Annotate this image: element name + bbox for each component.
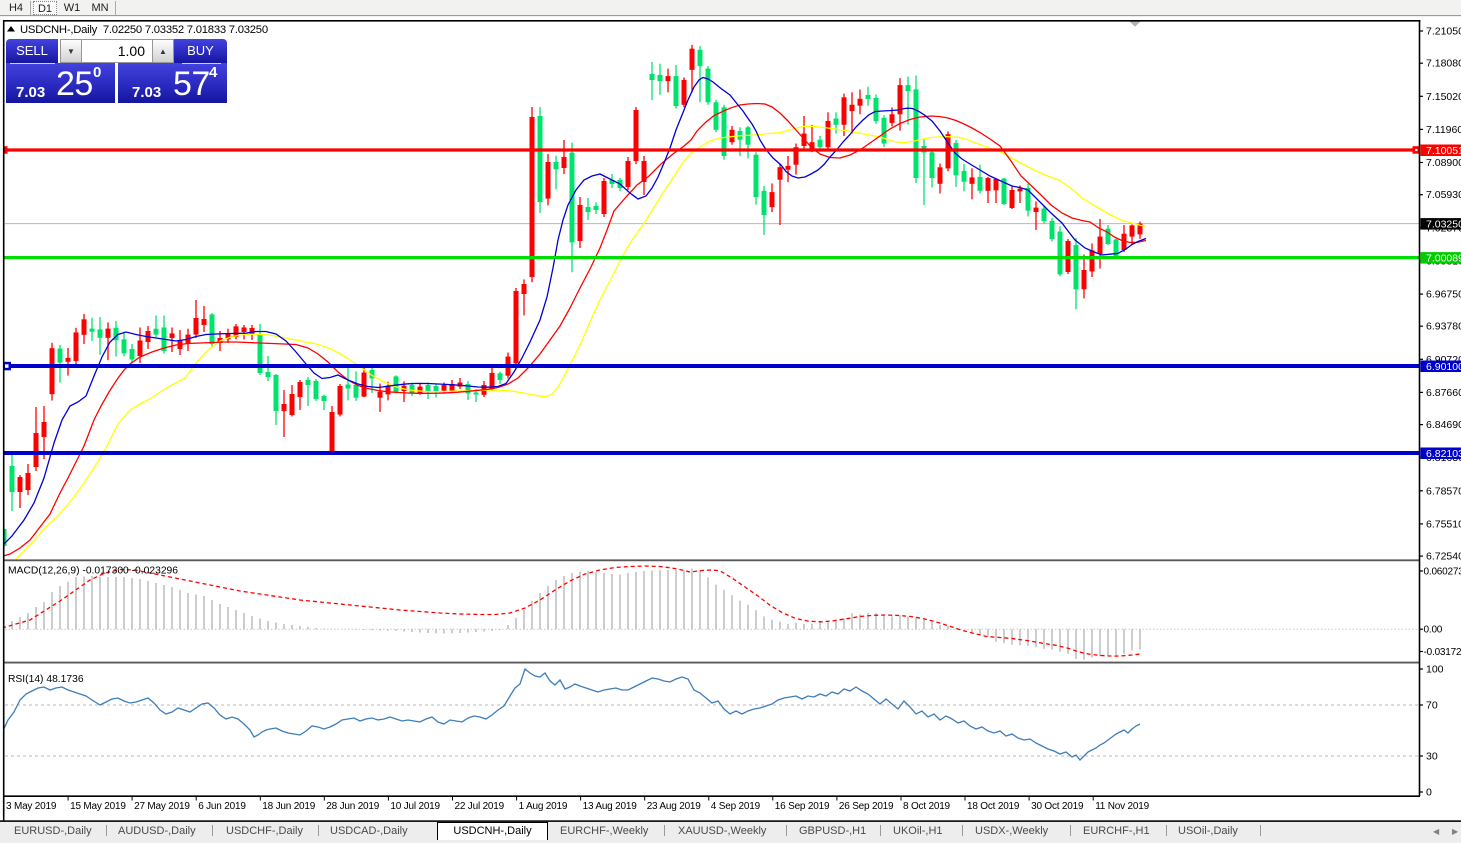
svg-text:6 Jun 2019: 6 Jun 2019 bbox=[198, 801, 246, 812]
svg-text:6.75510: 6.75510 bbox=[1426, 518, 1461, 530]
svg-text:MACD(12,26,9) -0.017300 -0.023: MACD(12,26,9) -0.017300 -0.023296 bbox=[8, 566, 178, 577]
svg-text:100: 100 bbox=[1426, 664, 1444, 676]
svg-text:1 Aug 2019: 1 Aug 2019 bbox=[519, 801, 568, 812]
svg-text:15 May 2019: 15 May 2019 bbox=[70, 801, 126, 812]
svg-text:0.00: 0.00 bbox=[1424, 625, 1443, 636]
svg-text:26 Sep 2019: 26 Sep 2019 bbox=[839, 801, 894, 812]
svg-text:4 Sep 2019: 4 Sep 2019 bbox=[711, 801, 761, 812]
svg-text:6.84690: 6.84690 bbox=[1426, 419, 1461, 431]
svg-text:6.93780: 6.93780 bbox=[1426, 321, 1461, 333]
svg-text:6.96750: 6.96750 bbox=[1426, 289, 1461, 301]
svg-text:7.08900: 7.08900 bbox=[1426, 157, 1461, 169]
svg-text:6.78570: 6.78570 bbox=[1426, 485, 1461, 497]
svg-text:10 Jul 2019: 10 Jul 2019 bbox=[390, 801, 440, 812]
svg-text:6.72540: 6.72540 bbox=[1426, 551, 1461, 563]
svg-text:7.11960: 7.11960 bbox=[1426, 124, 1461, 136]
svg-text:7.18080: 7.18080 bbox=[1426, 58, 1461, 70]
svg-text:6.87660: 6.87660 bbox=[1426, 387, 1461, 399]
svg-text:27 May 2019: 27 May 2019 bbox=[134, 801, 190, 812]
svg-text:7.21050: 7.21050 bbox=[1426, 26, 1461, 38]
svg-text:8 Oct 2019: 8 Oct 2019 bbox=[903, 801, 951, 812]
svg-text:7.03250: 7.03250 bbox=[1426, 218, 1461, 230]
svg-text:22 Jul 2019: 22 Jul 2019 bbox=[455, 801, 505, 812]
svg-text:USDCNH-,Daily 7.02250 7.03352: USDCNH-,Daily 7.02250 7.03352 7.01833 7.… bbox=[20, 24, 268, 36]
svg-text:18 Jun 2019: 18 Jun 2019 bbox=[262, 801, 315, 812]
svg-text:16 Sep 2019: 16 Sep 2019 bbox=[775, 801, 830, 812]
svg-text:7.10051: 7.10051 bbox=[1426, 145, 1461, 157]
svg-text:-0.031725: -0.031725 bbox=[1424, 647, 1461, 658]
svg-text:7.05930: 7.05930 bbox=[1426, 189, 1461, 201]
svg-text:0: 0 bbox=[1426, 787, 1432, 799]
svg-text:0.060273: 0.060273 bbox=[1424, 567, 1461, 578]
svg-text:11 Nov 2019: 11 Nov 2019 bbox=[1095, 801, 1149, 812]
svg-text:13 Aug 2019: 13 Aug 2019 bbox=[583, 801, 638, 812]
svg-text:3 May 2019: 3 May 2019 bbox=[6, 801, 57, 812]
svg-text:6.90100: 6.90100 bbox=[1426, 361, 1461, 373]
svg-text:30 Oct 2019: 30 Oct 2019 bbox=[1031, 801, 1084, 812]
svg-text:RSI(14) 48.1736: RSI(14) 48.1736 bbox=[8, 674, 84, 685]
svg-text:6.82103: 6.82103 bbox=[1426, 448, 1461, 460]
svg-text:28 Jun 2019: 28 Jun 2019 bbox=[326, 801, 379, 812]
svg-text:70: 70 bbox=[1426, 700, 1438, 712]
svg-text:30: 30 bbox=[1426, 751, 1438, 763]
svg-text:18 Oct 2019: 18 Oct 2019 bbox=[967, 801, 1020, 812]
svg-text:7.15020: 7.15020 bbox=[1426, 91, 1461, 103]
svg-text:7.00089: 7.00089 bbox=[1426, 252, 1461, 264]
svg-text:23 Aug 2019: 23 Aug 2019 bbox=[647, 801, 702, 812]
